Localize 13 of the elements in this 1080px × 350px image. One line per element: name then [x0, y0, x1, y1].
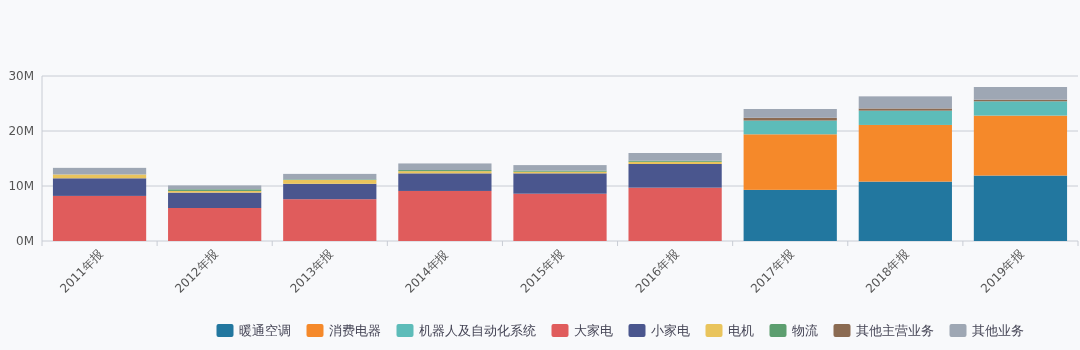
y-tick-label: 30M: [8, 69, 34, 83]
legend-label: 消费电器: [328, 323, 381, 338]
legend-label: 物流: [791, 323, 818, 338]
y-tick-label: 20M: [8, 124, 34, 138]
legend-label: 其他主营业务: [855, 323, 934, 338]
legend-label: 大家电: [573, 323, 613, 338]
y-tick-label: 0M: [16, 234, 34, 248]
legend-label: 暖通空调: [238, 323, 291, 338]
y-tick-label: 10M: [8, 179, 34, 193]
legend-label: 电机: [727, 323, 754, 338]
legend-label: 机器人及自动化系统: [418, 323, 536, 338]
legend-label: 其他业务: [971, 323, 1024, 338]
legend-label: 小家电: [650, 323, 690, 338]
